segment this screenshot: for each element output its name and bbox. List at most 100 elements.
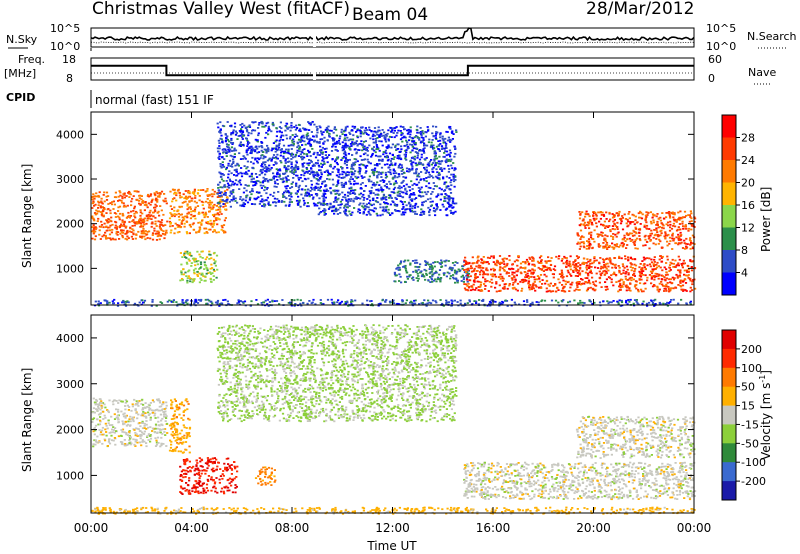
power-cell xyxy=(557,257,560,260)
power-cell xyxy=(660,257,663,259)
power-cell xyxy=(265,122,268,125)
power-cell xyxy=(409,130,412,133)
power-cell xyxy=(584,212,587,215)
power-cell xyxy=(642,290,645,293)
power-cell xyxy=(231,143,234,145)
power-cell xyxy=(674,225,677,228)
power-cell xyxy=(411,144,414,146)
power-cell xyxy=(342,196,345,198)
power-cell xyxy=(241,203,244,206)
power-cell xyxy=(120,223,123,226)
power-cell xyxy=(100,224,104,226)
power-cell xyxy=(450,179,453,181)
power-cell xyxy=(528,288,531,291)
power-cell xyxy=(190,210,193,213)
power-cell xyxy=(251,147,254,150)
power-cell xyxy=(470,285,473,287)
power-cell xyxy=(651,216,654,219)
power-cell xyxy=(354,148,357,150)
power-cell xyxy=(136,222,139,225)
power-cell xyxy=(371,154,374,157)
power-cell xyxy=(160,221,163,224)
power-cell xyxy=(560,275,563,278)
power-cell xyxy=(661,212,664,214)
power-cell xyxy=(343,130,346,133)
power-cell xyxy=(111,228,114,231)
power-cell xyxy=(669,216,672,219)
power-cell xyxy=(279,121,282,124)
power-cell xyxy=(222,205,225,208)
power-cell xyxy=(112,208,115,210)
power-cell xyxy=(679,285,682,287)
power-cell xyxy=(498,269,501,272)
power-cell xyxy=(267,129,270,132)
power-cell xyxy=(282,194,285,197)
power-cell xyxy=(337,208,340,211)
power-cell xyxy=(279,138,282,141)
power-cell xyxy=(249,196,252,199)
power-cell xyxy=(272,177,275,180)
power-cell xyxy=(384,138,387,141)
power-cell xyxy=(186,250,189,253)
power-cell xyxy=(415,147,418,150)
power-cell xyxy=(345,198,348,201)
power-cell xyxy=(561,284,564,286)
power-cell xyxy=(322,204,325,206)
power-cell xyxy=(226,185,229,188)
power-cell xyxy=(642,282,645,285)
power-cell xyxy=(583,257,586,260)
power-cell xyxy=(92,228,95,231)
power-cell xyxy=(180,196,183,198)
power-cell xyxy=(117,215,120,218)
power-cell xyxy=(650,276,653,279)
power-cell xyxy=(317,213,320,216)
power-cell xyxy=(545,262,548,264)
power-cell xyxy=(447,153,450,156)
power-cell xyxy=(451,199,455,202)
power-cell xyxy=(428,210,431,213)
power-cell xyxy=(198,281,201,284)
power-cell xyxy=(114,238,117,241)
power-cell xyxy=(218,155,221,158)
power-cell xyxy=(453,271,457,274)
power-cell xyxy=(375,212,378,215)
power-cell xyxy=(576,232,579,235)
power-cell xyxy=(230,163,233,166)
power-cell xyxy=(309,123,312,126)
power-cell xyxy=(151,211,155,214)
power-cell xyxy=(418,137,421,139)
power-cell xyxy=(445,130,448,133)
power-cell xyxy=(298,184,301,187)
power-cell xyxy=(612,233,615,235)
power-cell xyxy=(453,169,456,172)
power-cell xyxy=(397,166,400,169)
power-cell xyxy=(351,141,354,143)
power-cell xyxy=(333,212,336,215)
power-cell xyxy=(316,151,319,154)
power-cell xyxy=(613,214,616,217)
power-cell xyxy=(383,131,386,134)
power-cell xyxy=(585,266,588,269)
power-cell xyxy=(146,219,149,222)
power-cell xyxy=(635,287,638,290)
power-cell xyxy=(380,166,384,169)
power-cell xyxy=(206,198,209,200)
power-cell xyxy=(432,135,435,137)
power-cell xyxy=(645,216,648,218)
power-cell xyxy=(668,215,672,218)
power-cell xyxy=(290,195,293,198)
power-cell xyxy=(322,160,326,163)
power-cell xyxy=(221,186,224,189)
power-cell xyxy=(239,124,242,126)
power-cell xyxy=(306,205,309,208)
power-cell xyxy=(216,196,219,198)
power-cell xyxy=(331,210,334,213)
power-cell xyxy=(646,257,649,259)
power-cell xyxy=(560,259,563,262)
power-cell xyxy=(246,148,249,151)
power-cell xyxy=(381,144,384,147)
power-cell xyxy=(650,277,653,280)
power-cell xyxy=(281,200,284,202)
power-cell xyxy=(254,138,257,141)
power-cell xyxy=(642,274,645,276)
